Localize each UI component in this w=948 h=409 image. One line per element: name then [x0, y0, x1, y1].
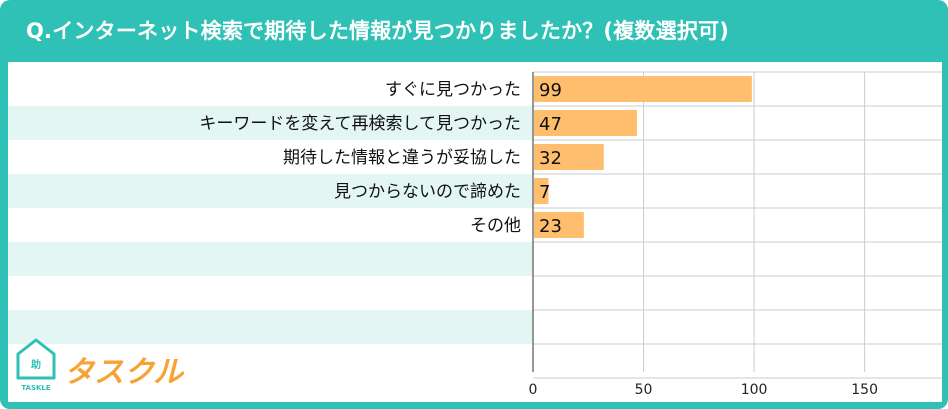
- category-label: 見つからないので諦めた: [334, 182, 521, 202]
- bar: [534, 212, 584, 238]
- x-tick-label: 100: [741, 382, 768, 398]
- bar-value-label: 32: [539, 148, 562, 169]
- category-label: キーワードを変えて再検索して見つかった: [199, 114, 521, 134]
- bar-value-label: 7: [539, 182, 550, 203]
- logo-badge: 助: [31, 358, 41, 371]
- x-tick-label: 50: [635, 382, 653, 398]
- x-tick-label: 150: [851, 382, 878, 398]
- bar: [534, 110, 637, 136]
- category-label: すぐに見つかった: [385, 80, 521, 100]
- bar: [534, 178, 549, 204]
- logo-wordmark: タスクル: [64, 355, 185, 390]
- bar-value-label: 23: [539, 216, 562, 237]
- house-logo-icon: [16, 338, 56, 380]
- x-tick-label: 0: [529, 382, 538, 398]
- bar-chart: 99 すぐに見つかった 47 キーワードを変えて再検索して見つかった 32 期待した情報と…: [8, 71, 942, 398]
- bar-value-label: 99: [539, 80, 562, 101]
- bar: [534, 144, 604, 170]
- bar-value-label: 47: [539, 114, 562, 135]
- category-label: 期待した情報と違うが妥協した: [283, 148, 521, 168]
- category-label: その他: [470, 216, 521, 236]
- chart-panel: 99 すぐに見つかった 47 キーワードを変えて再検索して見つかった 32 期待した情報と…: [8, 62, 942, 402]
- logo-subtext: TASKLE: [21, 384, 51, 392]
- chart-title: Q.インターネット検索で期待した情報が見つかりましたか？(複数選択可): [26, 19, 730, 43]
- bar: [534, 76, 752, 102]
